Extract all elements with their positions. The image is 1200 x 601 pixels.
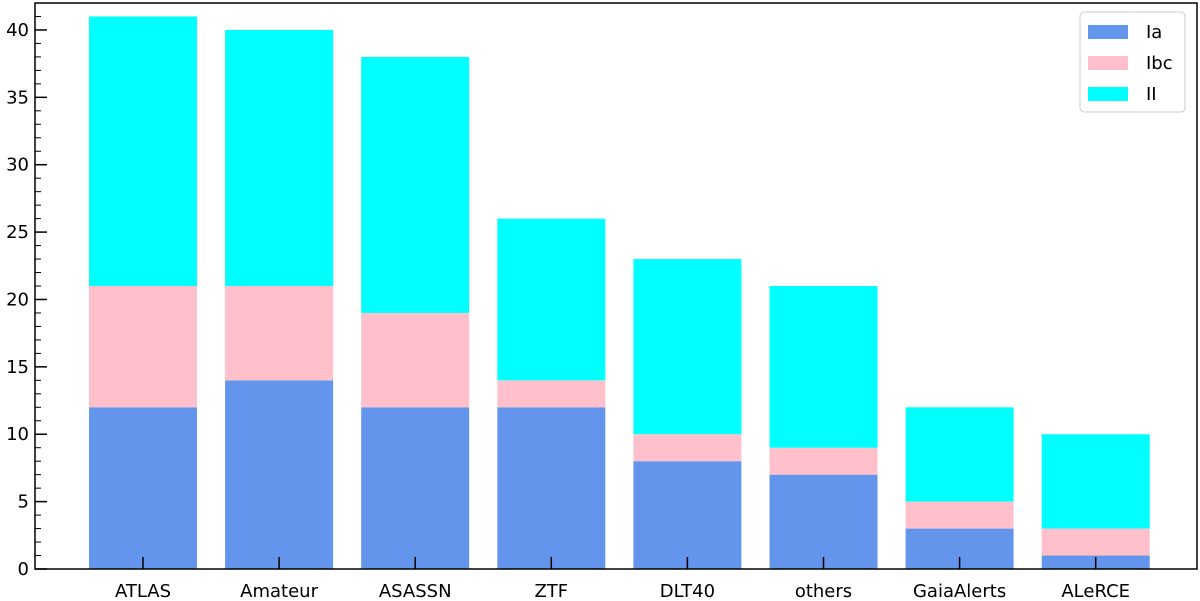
- legend-label-ia: Ia: [1146, 22, 1162, 43]
- x-tick-label-asassn: ASASSN: [379, 581, 452, 601]
- x-tick-label-gaiaalerts: GaiaAlerts: [913, 581, 1006, 601]
- legend-swatch-ibc: [1088, 56, 1128, 70]
- x-tick-label-ztf: ZTF: [534, 581, 568, 601]
- bar-ztf-ia: [497, 407, 606, 569]
- bar-ztf-ii: [497, 218, 606, 381]
- bar-alerce-ii: [1041, 434, 1150, 529]
- bar-others-ia: [769, 474, 878, 569]
- bar-amateur-ibc: [225, 286, 334, 381]
- legend-label-ii: II: [1146, 84, 1157, 105]
- x-axis: ATLAS Amateur ASASSN ZTF DLT40 others GaiaAler…: [115, 557, 1130, 601]
- bar-others-ibc: [769, 447, 878, 475]
- y-tick-label: 5: [18, 492, 29, 513]
- bar-asassn-ia: [361, 407, 470, 569]
- bar-others-ii: [769, 286, 878, 448]
- bar-atlas-ii: [89, 16, 197, 286]
- bar-dlt40-ibc: [633, 434, 742, 462]
- legend: Ia Ibc II: [1079, 11, 1186, 113]
- x-tick-label-dlt40: DLT40: [660, 581, 715, 601]
- x-tick-label-alerce: ALeRCE: [1061, 581, 1130, 601]
- y-tick-label: 30: [6, 155, 29, 176]
- bar-amateur-ia: [225, 380, 334, 569]
- bar-gaiaalerts-ibc: [905, 501, 1014, 529]
- y-tick-label: 15: [6, 357, 29, 378]
- bar-gaiaalerts-ii: [905, 407, 1014, 502]
- bar-dlt40-ia: [633, 461, 742, 569]
- bars-layer: [89, 16, 1150, 569]
- bar-atlas-ibc: [89, 286, 197, 408]
- bar-amateur-ii: [225, 29, 334, 286]
- y-tick-label: 20: [6, 289, 29, 310]
- bar-atlas-ia: [89, 407, 197, 569]
- y-tick-label: 10: [6, 424, 29, 445]
- y-tick-label: 40: [6, 20, 29, 41]
- x-tick-label-amateur: Amateur: [240, 581, 318, 601]
- legend-swatch-ii: [1088, 87, 1128, 101]
- legend-swatch-ia: [1088, 25, 1128, 39]
- bar-dlt40-ii: [633, 259, 742, 435]
- legend-label-ibc: Ibc: [1146, 53, 1173, 74]
- bar-asassn-ibc: [361, 312, 470, 408]
- y-tick-label: 25: [6, 222, 29, 243]
- bar-asassn-ii: [361, 56, 470, 313]
- bar-ztf-ibc: [497, 380, 606, 408]
- y-tick-label: 35: [6, 87, 29, 108]
- x-tick-label-atlas: ATLAS: [115, 581, 171, 601]
- bar-alerce-ibc: [1041, 528, 1150, 556]
- y-axis: 0 5 10 15 20 25 30 35 40: [6, 2, 47, 580]
- y-tick-label: 0: [18, 559, 29, 580]
- x-tick-label-others: others: [795, 581, 852, 601]
- plot-frame: [34, 2, 1198, 570]
